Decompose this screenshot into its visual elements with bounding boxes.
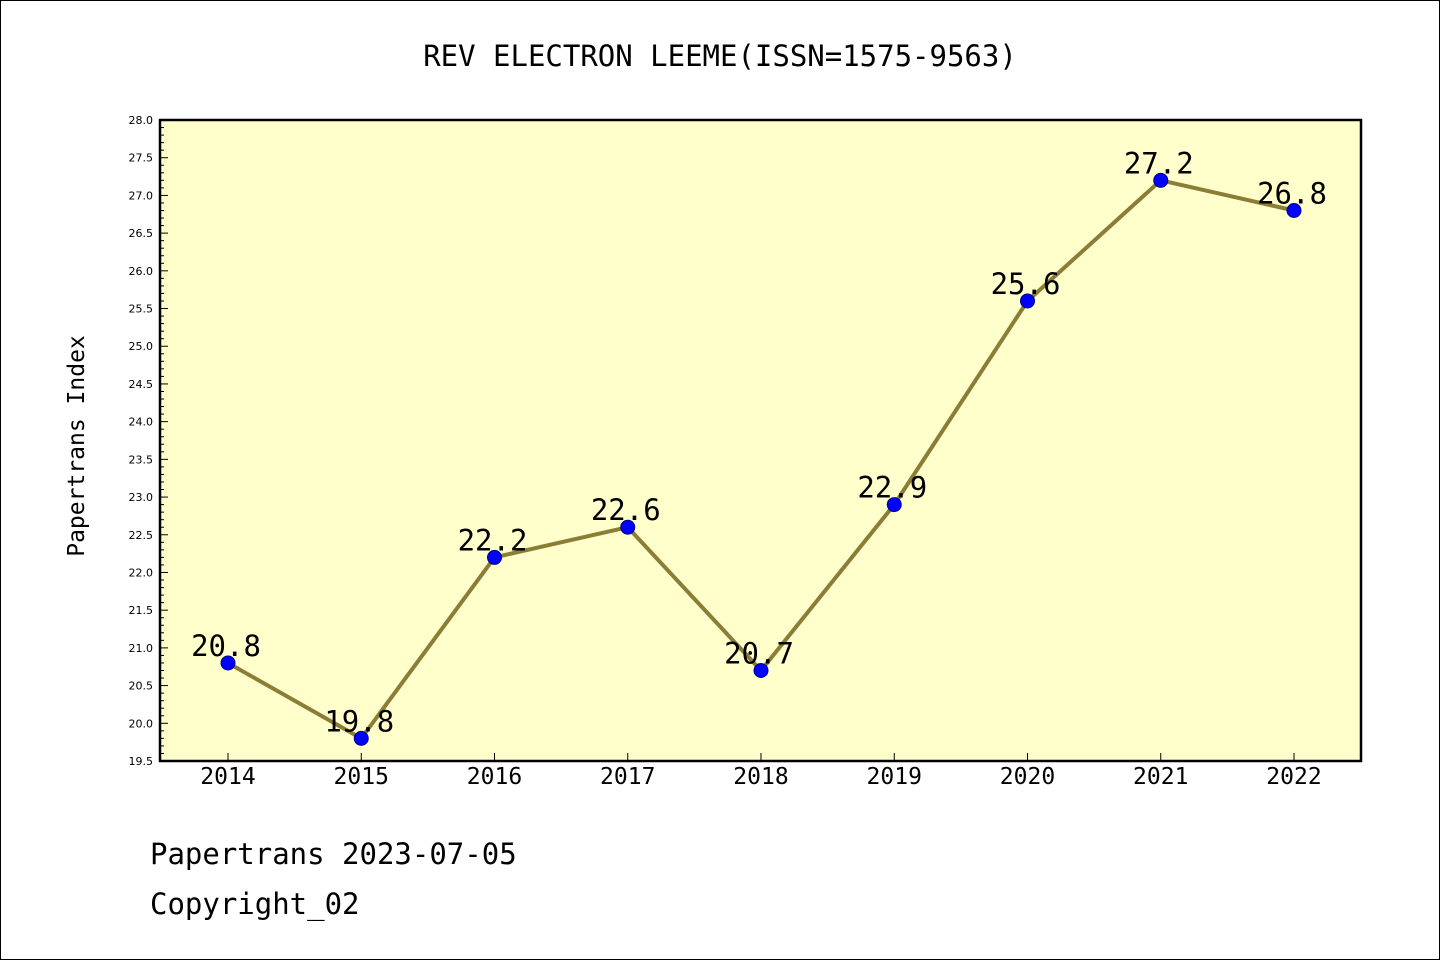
- y-tick-label: 25.0: [129, 340, 154, 353]
- data-point: [220, 655, 236, 671]
- chart-title: REV ELECTRON LEEME(ISSN=1575-9563): [423, 39, 1017, 73]
- x-tick-label: 2022: [1266, 764, 1321, 790]
- data-point: [353, 730, 369, 746]
- y-tick-label: 26.0: [129, 265, 154, 278]
- data-label: 20.7: [724, 637, 794, 671]
- series-line-group: [220, 172, 1302, 746]
- x-tick-label: 2016: [467, 764, 522, 790]
- y-tick-label: 20.5: [129, 680, 154, 693]
- data-point: [886, 497, 902, 513]
- y-tick-label: 23.0: [129, 491, 154, 504]
- y-tick-label: 20.0: [129, 717, 154, 730]
- y-tick-label: 22.5: [129, 529, 154, 542]
- x-tick-label: 2019: [867, 764, 922, 790]
- x-tick-label: 2015: [334, 764, 389, 790]
- footer-copyright: Copyright_02: [150, 887, 360, 922]
- y-axis-label: Papertrans Index: [64, 335, 90, 557]
- x-tick-label: 2021: [1133, 764, 1188, 790]
- plot-area: [160, 120, 1361, 761]
- y-tick-label: 21.5: [129, 604, 154, 617]
- y-tick-label: 24.5: [129, 378, 154, 391]
- data-label: 22.6: [591, 493, 661, 527]
- data-label: 22.2: [458, 523, 528, 557]
- data-label: 20.8: [191, 629, 261, 663]
- data-label: 22.9: [857, 471, 927, 505]
- y-tick-label: 23.5: [129, 453, 154, 466]
- data-label: 26.8: [1257, 176, 1327, 210]
- y-tick-label: 22.0: [129, 566, 154, 579]
- data-point: [620, 519, 636, 535]
- data-label: 19.8: [324, 704, 394, 738]
- data-point: [753, 663, 769, 679]
- y-tick-label: 27.5: [129, 152, 154, 165]
- x-tick-label: 2020: [1000, 764, 1055, 790]
- y-tick-label: 21.0: [129, 642, 154, 655]
- y-tick-label: 24.0: [129, 416, 154, 429]
- x-tick-label: 2014: [200, 764, 255, 790]
- y-tick-label: 27.0: [129, 189, 154, 202]
- y-tick-label: 28.0: [129, 114, 154, 127]
- plot-border: [158, 118, 1363, 763]
- data-point: [1153, 172, 1169, 188]
- data-labels: 20.8 19.8 22.2 22.6 20.7 22.9 25.6 27.2 26.8: [191, 146, 1327, 738]
- data-point: [1286, 202, 1302, 218]
- y-tick-label: 25.5: [129, 303, 154, 316]
- data-label: 25.6: [991, 267, 1061, 301]
- data-point: [1020, 293, 1035, 309]
- data-point: [487, 549, 502, 565]
- x-tick-label: 2017: [600, 764, 655, 790]
- x-tick-label: 2018: [733, 764, 788, 790]
- footer-date: Papertrans 2023-07-05: [150, 837, 517, 871]
- y-tick-label: 19.5: [129, 755, 154, 768]
- y-axis: 19.5 20.0 20.5 21.0 21.5 22.0 22.5 23.0 23.5 24.0…: [129, 114, 168, 768]
- data-label: 27.2: [1124, 146, 1194, 180]
- x-axis: 2014 2015 2016 2017 2018 2019 2020 2021 2022: [200, 753, 1322, 790]
- y-tick-label: 26.5: [129, 227, 154, 240]
